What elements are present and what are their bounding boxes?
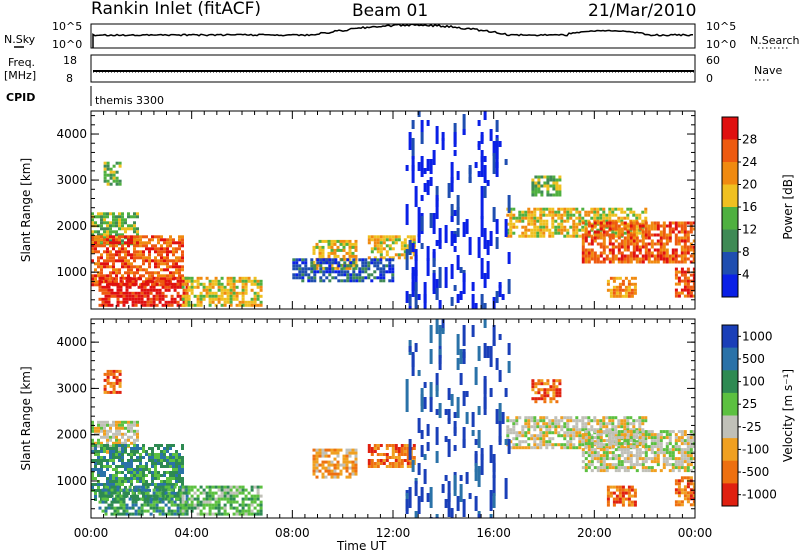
colorbar-segment: [722, 460, 738, 484]
freq-frame: [90, 54, 696, 83]
colorbar-label: Power [dB]: [781, 174, 795, 239]
data-region: [103, 369, 122, 394]
data-region: [531, 175, 562, 197]
station-title: Rankin Inlet (fitACF): [91, 0, 261, 19]
colorbar-tick-label: -1000: [742, 488, 777, 502]
colorbar-tick-label: 28: [742, 133, 757, 147]
time-axis: 00:00 04:00 08:00 12:00 16:00 20:00 00:00: [74, 526, 713, 540]
x-tick-label: 00:00: [74, 526, 109, 540]
data-region: [292, 258, 395, 283]
colorbar-segment: [722, 252, 738, 275]
y-axis-label: Slant Range [km]: [19, 366, 33, 470]
data-region: [581, 221, 695, 264]
power-panel: 1000 2000 3000 4000 Slant Range [km]: [19, 110, 696, 310]
colorbar-segment: [722, 370, 738, 394]
nsearch-tick-bottom: 10^0: [706, 38, 736, 51]
power-colorbar: 4 8 12 16 20 24 28 Power [dB]: [721, 116, 795, 298]
colorbar-tick-label: 500: [742, 352, 765, 366]
x-tick-label: 12:00: [376, 526, 411, 540]
data-region: [91, 235, 184, 287]
velocity-colorbar: 1000 500 100 25 -25 -100 -500 -1000 Velocity [m …: [721, 324, 795, 507]
colorbar-tick-label: -500: [742, 465, 769, 479]
y-tick-label: 1000: [56, 265, 87, 279]
colorbar-segment: [722, 229, 738, 253]
colorbar-segment: [722, 207, 738, 230]
x-tick-label: 00:00: [678, 526, 713, 540]
colorbar-tick-label: 25: [742, 397, 757, 411]
y-tick-label: 3000: [56, 381, 87, 395]
y-tick-label: 1000: [56, 474, 87, 488]
x-tick-label: 20:00: [577, 526, 612, 540]
data-region: [606, 276, 637, 298]
nsky-tick-top: 10^5: [52, 20, 82, 33]
colorbar-segment: [722, 117, 738, 140]
data-region: [531, 379, 562, 404]
beam-title: Beam 01: [352, 1, 428, 21]
freq-label: Freq.: [8, 56, 35, 69]
data-region: [367, 444, 416, 468]
x-tick-label: 16:00: [476, 526, 511, 540]
colorbar-label: Velocity [m s⁻¹]: [781, 369, 795, 462]
nsky-frame: [90, 23, 696, 49]
y-tick-label: 3000: [56, 173, 87, 187]
colorbar-tick-label: -25: [742, 420, 762, 434]
date-title: 21/Mar/2010: [588, 1, 696, 21]
data-region: [405, 319, 511, 518]
colorbar-segment: [722, 483, 738, 507]
colorbar-segment: [722, 392, 738, 416]
y-axis-label: Slant Range [km]: [19, 158, 33, 262]
y-tick-label: 4000: [56, 335, 87, 349]
y-tick-label: 2000: [56, 219, 87, 233]
colorbar-tick-label: 20: [742, 178, 757, 192]
colorbar-tick-label: 8: [742, 245, 750, 259]
y-tick-label: 4000: [56, 127, 87, 141]
nave-tick-bottom: 0: [706, 72, 713, 85]
colorbar-segment: [722, 347, 738, 371]
colorbar-tick-label: 24: [742, 155, 757, 169]
nsky-tick-bottom: 10^0: [52, 38, 82, 51]
colorbar-tick-label: -100: [742, 442, 769, 456]
nave-tick-top: 60: [706, 54, 720, 67]
x-axis-label: Time UT: [336, 539, 387, 553]
nsearch-label: N.Search: [750, 34, 800, 47]
colorbar-segment: [722, 162, 738, 185]
nave-label: Nave: [754, 64, 782, 77]
colorbar-segment: [722, 415, 738, 439]
velocity-panel: 1000 2000 3000 4000 Slant Range [km]: [19, 318, 696, 519]
nsky-trace: [92, 23, 694, 48]
colorbar-segment: [722, 139, 738, 163]
data-region: [405, 111, 511, 309]
y-tick-label: 2000: [56, 428, 87, 442]
colorbar-segment: [722, 438, 738, 462]
freq-tick-bottom: 8: [66, 72, 73, 85]
nsearch-tick-top: 10^5: [706, 20, 736, 33]
colorbar-tick-label: 1000: [742, 329, 773, 343]
colorbar-tick-label: 16: [742, 200, 757, 214]
data-region: [674, 267, 695, 298]
x-tick-label: 04:00: [174, 526, 209, 540]
colorbar-tick-label: 100: [742, 375, 765, 389]
data-region: [606, 485, 637, 507]
colorbar-tick-label: 4: [742, 268, 750, 282]
colorbar-tick-label: 12: [742, 223, 757, 237]
data-region: [98, 485, 189, 516]
colorbar-segment: [722, 325, 738, 349]
x-tick-label: 08:00: [275, 526, 310, 540]
colorbar-segment: [722, 184, 738, 208]
cpid-label: CPID: [6, 91, 35, 104]
colorbar-segment: [722, 274, 738, 298]
freq-tick-top: 18: [63, 54, 77, 67]
nsky-label: N.Sky: [4, 33, 36, 46]
data-region: [181, 276, 263, 307]
cpid-value: themis 3300: [95, 94, 164, 107]
data-region: [312, 448, 358, 479]
freq-unit-label: [MHz]: [4, 69, 36, 82]
data-region: [581, 430, 695, 473]
data-region: [181, 485, 263, 516]
data-region: [103, 161, 122, 186]
